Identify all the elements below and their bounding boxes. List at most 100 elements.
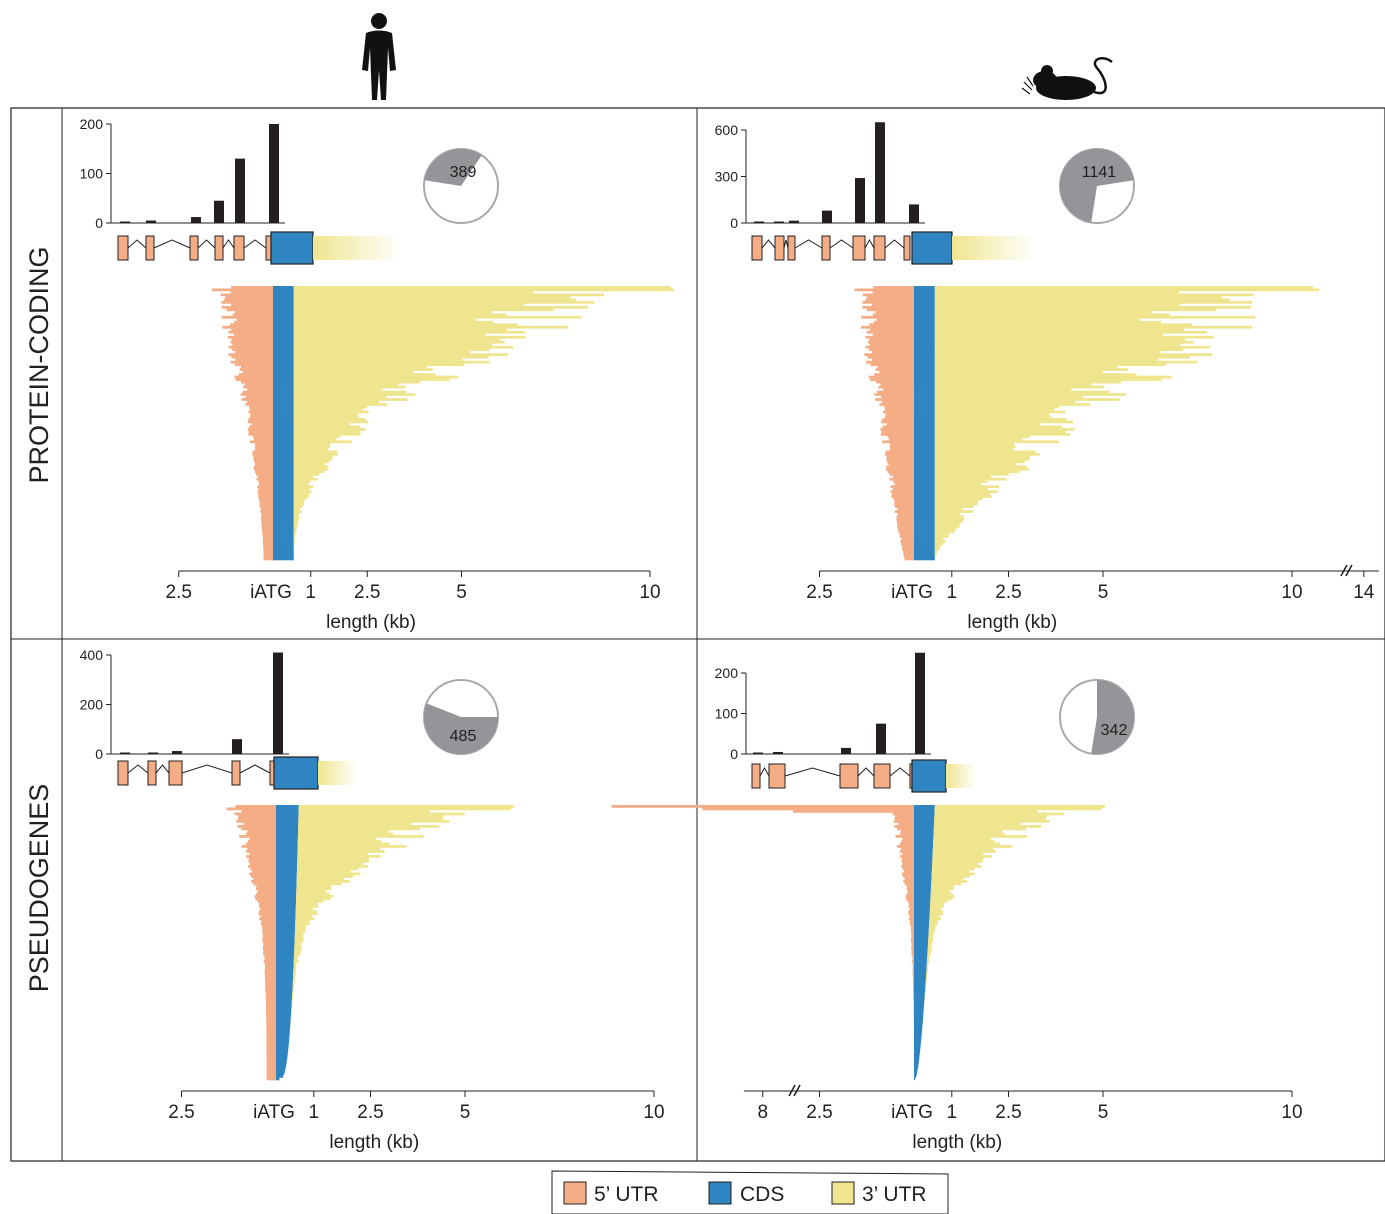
utr3-segment bbox=[293, 432, 361, 436]
utr5-segment bbox=[909, 922, 914, 926]
utr5-segment bbox=[886, 423, 914, 426]
bar-chart: 0 100 200 bbox=[80, 116, 285, 231]
utr3-segment bbox=[291, 1000, 293, 1003]
cds-segment bbox=[273, 348, 294, 352]
exon-5utr bbox=[231, 760, 241, 786]
utr5-segment bbox=[901, 537, 914, 541]
cds-segment bbox=[273, 540, 294, 543]
utr3-segment bbox=[293, 410, 369, 414]
utr3-segment bbox=[293, 537, 295, 541]
utr3-segment bbox=[925, 990, 926, 993]
utr3-segment bbox=[292, 985, 295, 988]
utr3-segment bbox=[296, 877, 345, 881]
cds-segment bbox=[914, 907, 930, 911]
cds-segment bbox=[914, 507, 935, 511]
utr3-segment bbox=[295, 915, 312, 918]
cds-segment bbox=[914, 368, 935, 371]
utr3-segment bbox=[934, 425, 1063, 429]
cds-segment bbox=[276, 1065, 286, 1068]
utr3-segment bbox=[293, 295, 571, 299]
utr3-segment bbox=[934, 363, 1166, 367]
cds-segment bbox=[273, 286, 294, 289]
exon-5utr bbox=[852, 235, 866, 261]
utr3-segment bbox=[930, 895, 955, 898]
utr3-segment bbox=[293, 480, 311, 484]
cds-segment bbox=[276, 870, 297, 873]
utr3-segment bbox=[934, 305, 1251, 309]
intron bbox=[153, 239, 191, 249]
cds-segment bbox=[914, 1007, 924, 1011]
utr5-segment bbox=[258, 492, 273, 496]
utr5-segment bbox=[862, 305, 914, 309]
utr3-segment bbox=[934, 315, 1256, 319]
cds-segment bbox=[276, 1050, 289, 1053]
axis-tick-label: 8 bbox=[758, 1102, 769, 1123]
utr3-segment bbox=[934, 378, 1162, 381]
utr3-segment bbox=[934, 405, 1059, 409]
utr5-segment bbox=[235, 805, 276, 808]
utr5-segment bbox=[250, 875, 276, 878]
utr3-segment bbox=[293, 353, 508, 357]
cds-segment bbox=[914, 390, 935, 394]
utr5-segment bbox=[266, 1052, 276, 1056]
utr3-segment bbox=[934, 323, 1193, 327]
cds-segment bbox=[914, 450, 935, 454]
pie: 389 bbox=[423, 148, 499, 224]
utr3-segment bbox=[934, 520, 963, 523]
cds-segment bbox=[914, 350, 935, 354]
utr5-segment bbox=[892, 487, 914, 491]
y-tick-label: 200 bbox=[80, 116, 104, 132]
utr5-segment bbox=[911, 950, 914, 953]
utr3-segment bbox=[934, 555, 936, 558]
cds-segment bbox=[914, 318, 935, 322]
pie-count: 389 bbox=[450, 164, 477, 181]
utr5-segment bbox=[911, 937, 914, 941]
utr3-segment bbox=[934, 348, 1184, 352]
cds-segment bbox=[273, 467, 294, 471]
utr5-segment bbox=[248, 865, 276, 868]
utr3-segment bbox=[293, 510, 302, 513]
utr5-segment bbox=[258, 495, 273, 499]
cds-segment bbox=[273, 535, 294, 538]
utr5-segment bbox=[226, 308, 273, 312]
utr5-segment bbox=[261, 522, 273, 526]
utr5-segment bbox=[874, 393, 914, 396]
cds-segment bbox=[276, 905, 296, 908]
utr3-segment bbox=[934, 325, 1252, 329]
utr3-segment bbox=[934, 343, 1181, 347]
utr3-segment bbox=[927, 952, 931, 956]
utr5-segment bbox=[265, 990, 276, 993]
utr5-segment bbox=[250, 415, 273, 419]
utr5-segment bbox=[880, 432, 914, 436]
exon-5utr bbox=[269, 760, 275, 786]
utr5-segment bbox=[702, 807, 914, 811]
cds-segment bbox=[914, 977, 926, 981]
utr5-segment bbox=[228, 353, 273, 357]
cds-segment bbox=[276, 1070, 285, 1073]
utr3-segment bbox=[293, 420, 369, 424]
utr5-segment bbox=[912, 980, 914, 983]
cds-segment bbox=[276, 1045, 289, 1048]
cds-segment bbox=[276, 955, 294, 958]
utr5-segment bbox=[262, 930, 276, 933]
utr3-segment bbox=[934, 465, 1027, 469]
cds-segment bbox=[914, 905, 931, 908]
bar bbox=[754, 221, 764, 223]
panel-grid bbox=[10, 107, 1385, 1162]
utr5-segment bbox=[266, 1062, 276, 1066]
utr3-segment bbox=[930, 892, 953, 896]
utr5-segment bbox=[235, 350, 273, 354]
utr5-segment bbox=[872, 290, 914, 294]
utr3-segment bbox=[293, 298, 577, 302]
cds-segment bbox=[273, 350, 294, 354]
utr5-segment bbox=[885, 408, 914, 411]
cds-segment bbox=[276, 1040, 290, 1043]
utr5-segment bbox=[882, 440, 914, 444]
utr5-segment bbox=[902, 852, 914, 856]
utr5-segment bbox=[248, 857, 276, 861]
utr3-segment bbox=[293, 530, 297, 533]
transcript-profile bbox=[611, 805, 1105, 1081]
row-label: PSEUDOGENES bbox=[24, 784, 54, 993]
cds-segment bbox=[914, 535, 935, 538]
utr5-segment bbox=[266, 1020, 276, 1023]
